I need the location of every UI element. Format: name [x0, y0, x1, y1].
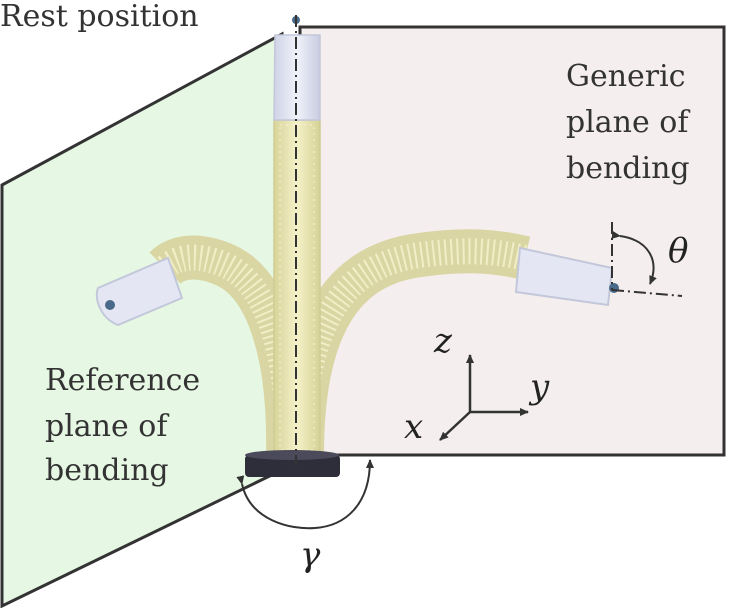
theta-arrow: [611, 230, 657, 285]
reference-plane: [0, 31, 284, 608]
theta-tangent-line: [611, 289, 683, 297]
rest-position-label: Rest position: [0, 0, 199, 34]
reference-plane-label: Reference plane of bending: [45, 363, 200, 488]
generic-plane-label-line-2: plane of: [566, 105, 690, 140]
reference-plane-label-line-1: Reference: [45, 363, 200, 398]
generic-plane-label: Generic plane of bending: [566, 59, 690, 186]
tube-tip-right: [514, 246, 614, 307]
theta-symbol: θ: [668, 231, 688, 271]
generic-plane-label-line-1: Generic: [566, 59, 686, 94]
tip-nozzle-left: [105, 300, 115, 310]
reference-plane-label-line-2: plane of: [45, 409, 169, 444]
generic-plane-label-line-3: bending: [566, 151, 690, 186]
axis-z-label: z: [433, 321, 453, 361]
reference-plane-label-line-3: bending: [45, 453, 169, 488]
gamma-symbol: γ: [300, 535, 321, 575]
tube-tip-left: [95, 256, 184, 327]
gamma-arrow: [236, 459, 374, 530]
tube-base: [245, 450, 340, 477]
axis-x-label: x: [404, 407, 423, 447]
coordinate-frame-icon: [439, 354, 529, 441]
tube-tip-rest: [273, 34, 321, 121]
tip-nozzle-right: [609, 283, 619, 293]
axis-y-label: y: [528, 367, 550, 407]
